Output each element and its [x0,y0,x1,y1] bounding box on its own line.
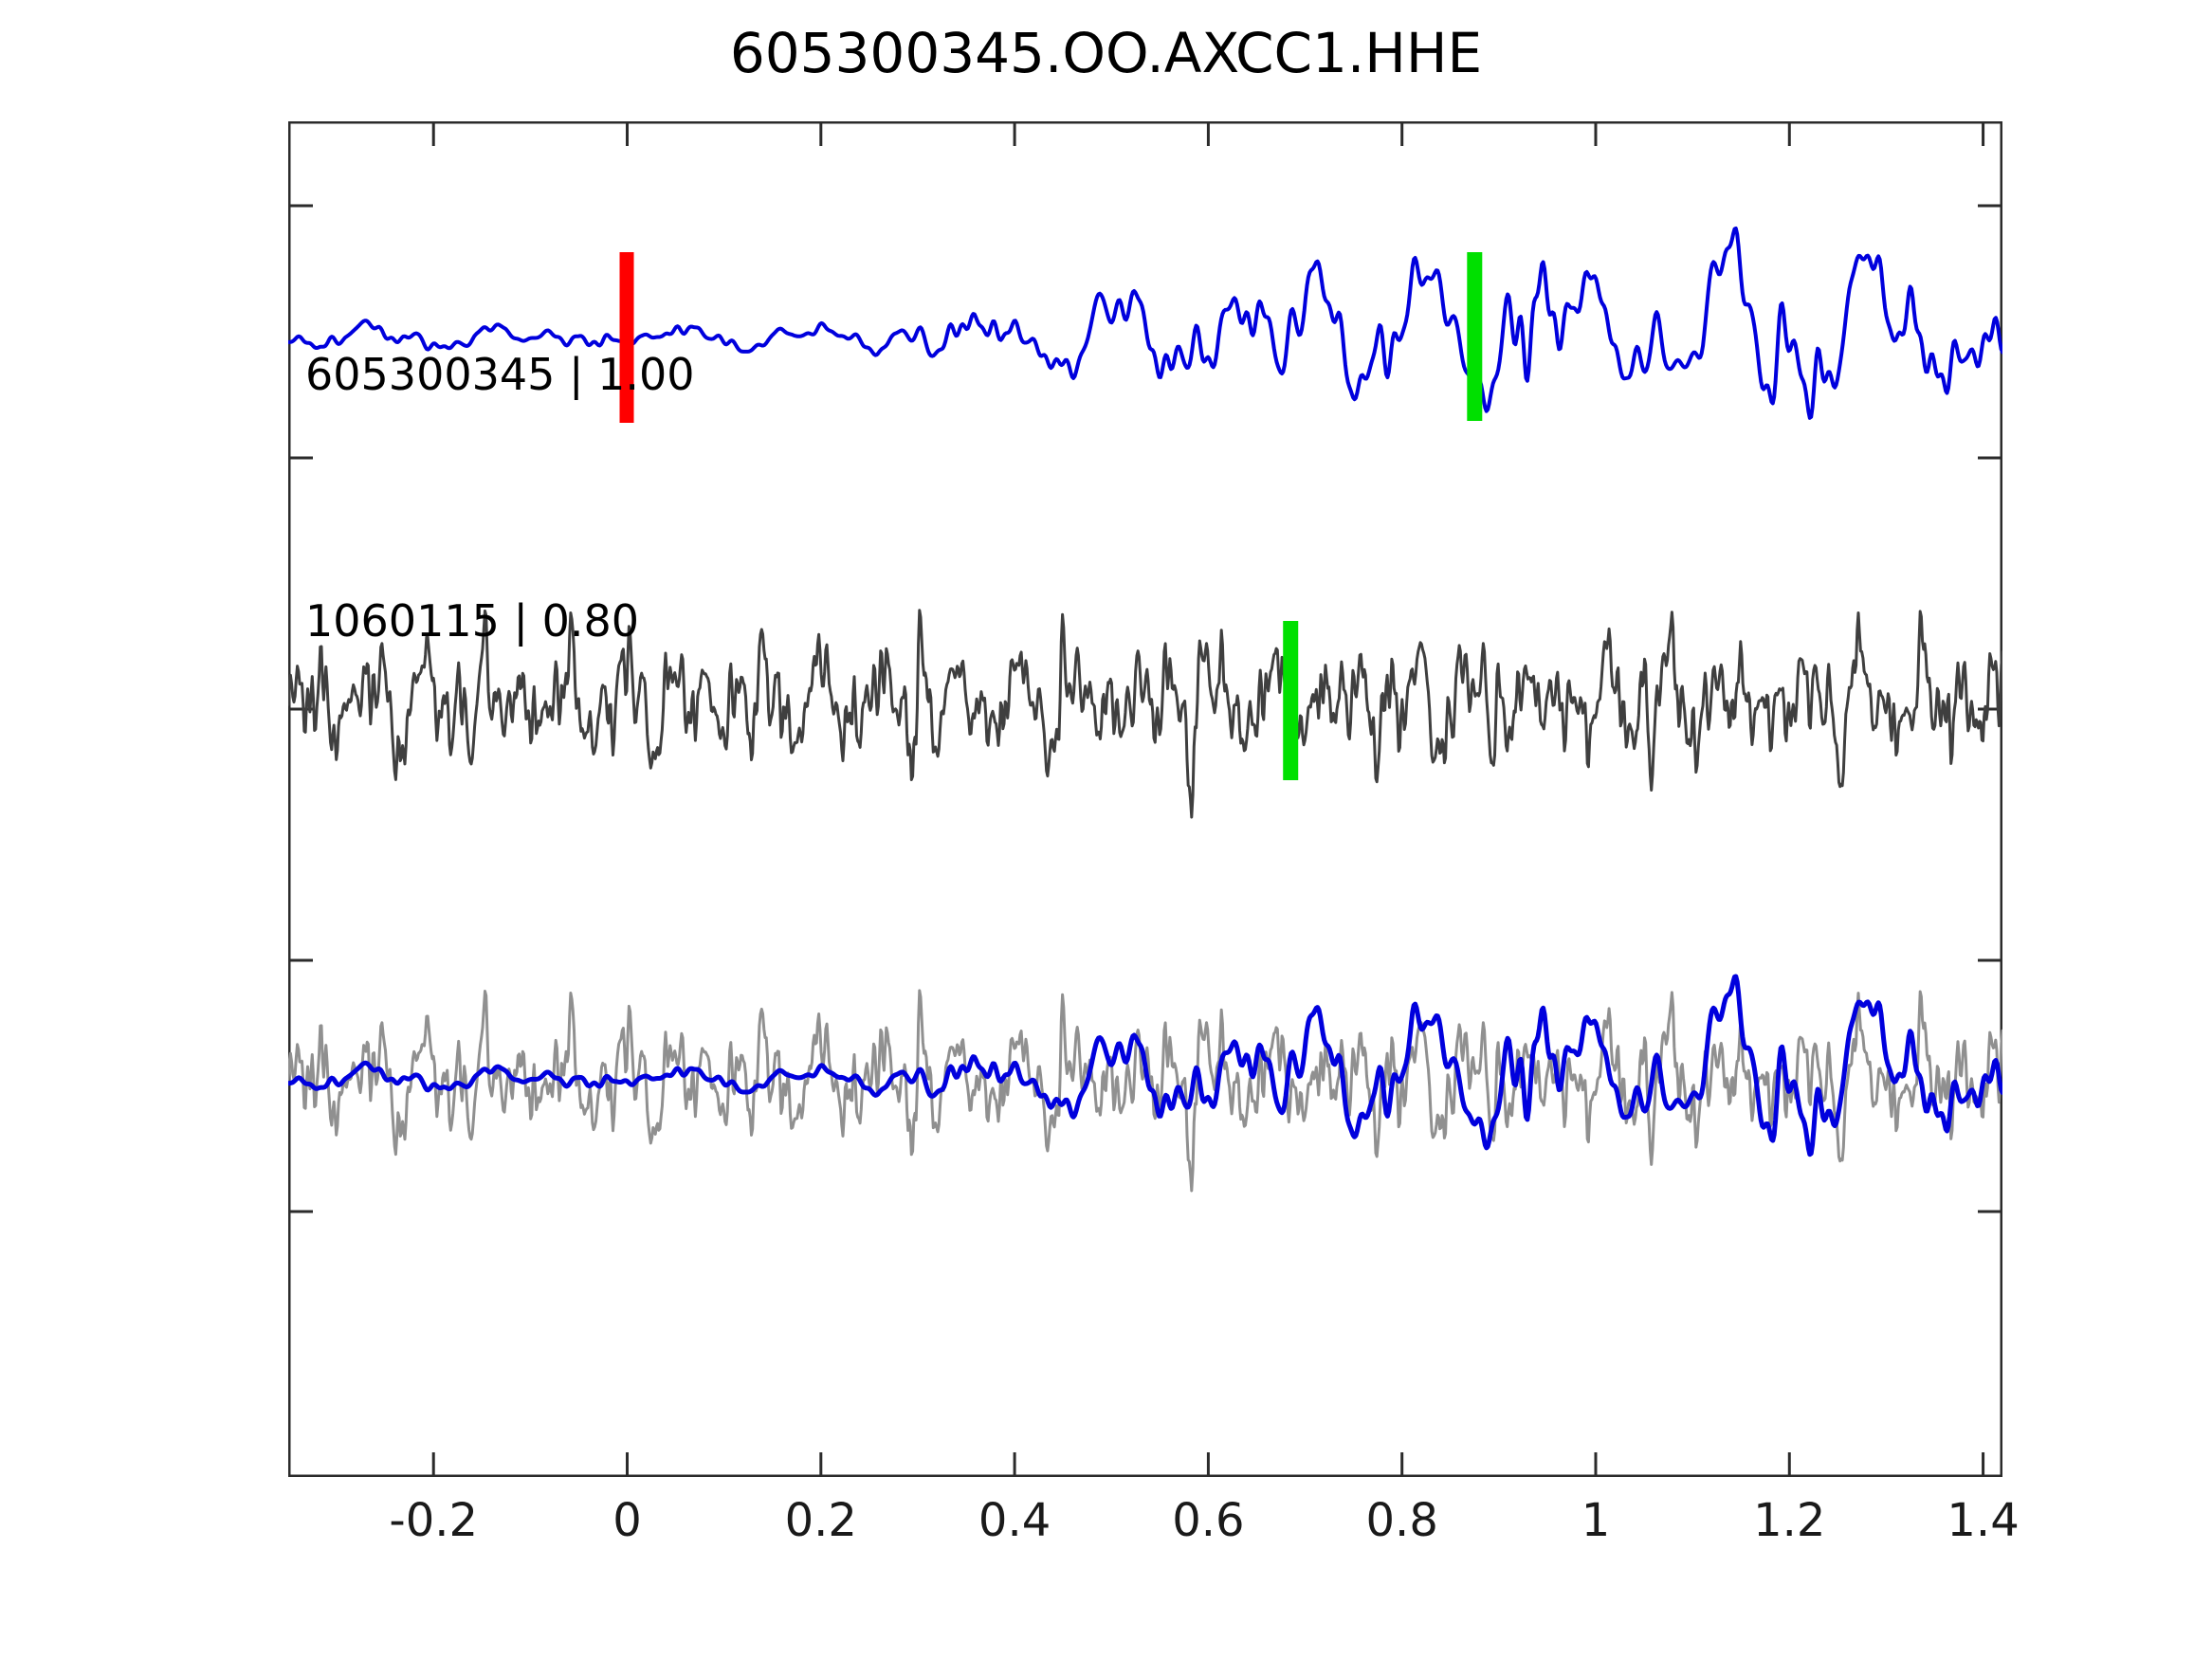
page-title: 605300345.OO.AXCC1.HHE [729,21,1483,85]
x-tick-label: 1.2 [1753,1494,1826,1547]
x-tick-label: 1.4 [1947,1494,2020,1547]
x-tick-label: 1 [1581,1494,1611,1547]
pick-marker-green-match [1283,621,1299,780]
x-tick-label: 0.6 [1172,1494,1245,1547]
trace-label-template: 605300345 | 1.00 [305,349,695,400]
x-tick-label: 0.8 [1365,1494,1438,1547]
waveform-trace-template [288,227,2002,420]
x-tick-label: 0.4 [978,1494,1051,1547]
waveform-overlay-match [288,989,2002,1193]
waveform-overlay-template [288,974,2002,1158]
x-axis-ticks [431,1452,1985,1476]
pick-marker-green-template [1467,252,1483,421]
axes-frame [288,121,2002,1477]
x-tick-label: 0.2 [784,1494,857,1547]
x-tick-label: 0 [612,1494,642,1547]
trace-label-match: 1060115 | 0.80 [305,595,640,647]
x-tick-label: -0.2 [389,1494,479,1547]
waveform-canvas [288,121,2002,1477]
waveform-trace-match [288,609,2002,819]
pick-marker-red [619,252,634,423]
x-axis-ticks-top [431,122,1985,146]
plot-area: 605300345 | 1.00 1060115 | 0.80 [288,121,2002,1477]
